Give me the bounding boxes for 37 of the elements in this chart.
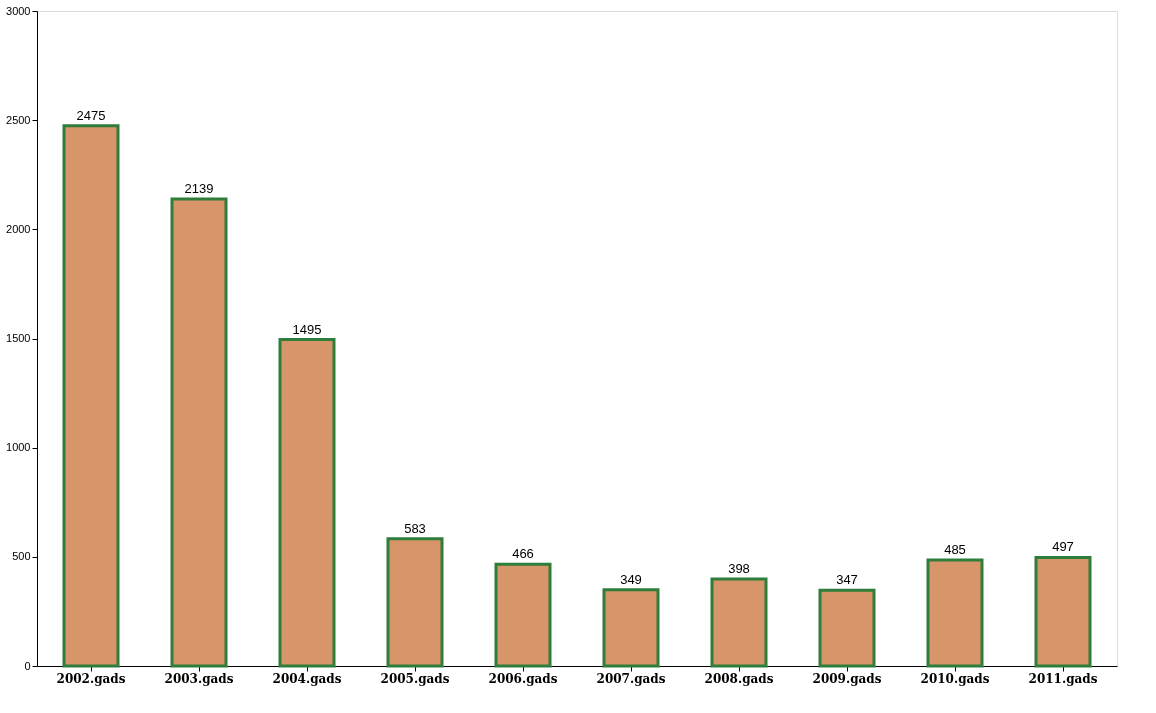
data-label: 583 bbox=[404, 520, 426, 536]
x-tick-label: 2004.gads bbox=[272, 671, 342, 686]
y-tick-label: 0 bbox=[24, 659, 31, 672]
bar bbox=[170, 197, 228, 668]
y-tick-label: 1000 bbox=[6, 441, 31, 454]
x-tick-label: 2002.gads bbox=[56, 671, 126, 686]
data-label: 497 bbox=[1052, 539, 1074, 555]
bar bbox=[1034, 555, 1092, 668]
y-tick-label: 1500 bbox=[6, 332, 31, 344]
y-tick-label: 3000 bbox=[6, 4, 31, 17]
data-label: 398 bbox=[728, 561, 750, 577]
data-label: 466 bbox=[512, 546, 534, 562]
x-tick-label: 2007.gads bbox=[596, 671, 666, 686]
x-tick-label: 2005.gads bbox=[380, 671, 450, 686]
bar bbox=[494, 562, 552, 668]
data-label: 1495 bbox=[292, 321, 322, 337]
bar bbox=[710, 577, 768, 668]
x-tick-label: 2010.gads bbox=[920, 671, 990, 686]
bar bbox=[278, 338, 336, 668]
bar bbox=[602, 588, 660, 668]
x-tick-label: 2008.gads bbox=[704, 671, 774, 686]
bar bbox=[62, 124, 120, 668]
y-tick-label: 2500 bbox=[6, 113, 31, 126]
x-tick-label: 2006.gads bbox=[488, 671, 558, 686]
data-label: 2475 bbox=[76, 107, 106, 123]
x-tick-label: 2003.gads bbox=[164, 671, 234, 686]
data-label: 349 bbox=[620, 571, 642, 587]
bar bbox=[386, 537, 444, 668]
data-label: 2139 bbox=[184, 180, 214, 196]
x-tick-label: 2009.gads bbox=[812, 671, 882, 686]
y-tick-label: 500 bbox=[12, 550, 31, 563]
y-tick-label: 2000 bbox=[6, 222, 31, 235]
bar bbox=[818, 588, 876, 668]
x-tick-label: 2011.gads bbox=[1028, 671, 1098, 686]
data-label: 485 bbox=[944, 542, 966, 558]
bar bbox=[926, 558, 984, 668]
data-label: 347 bbox=[836, 572, 858, 588]
